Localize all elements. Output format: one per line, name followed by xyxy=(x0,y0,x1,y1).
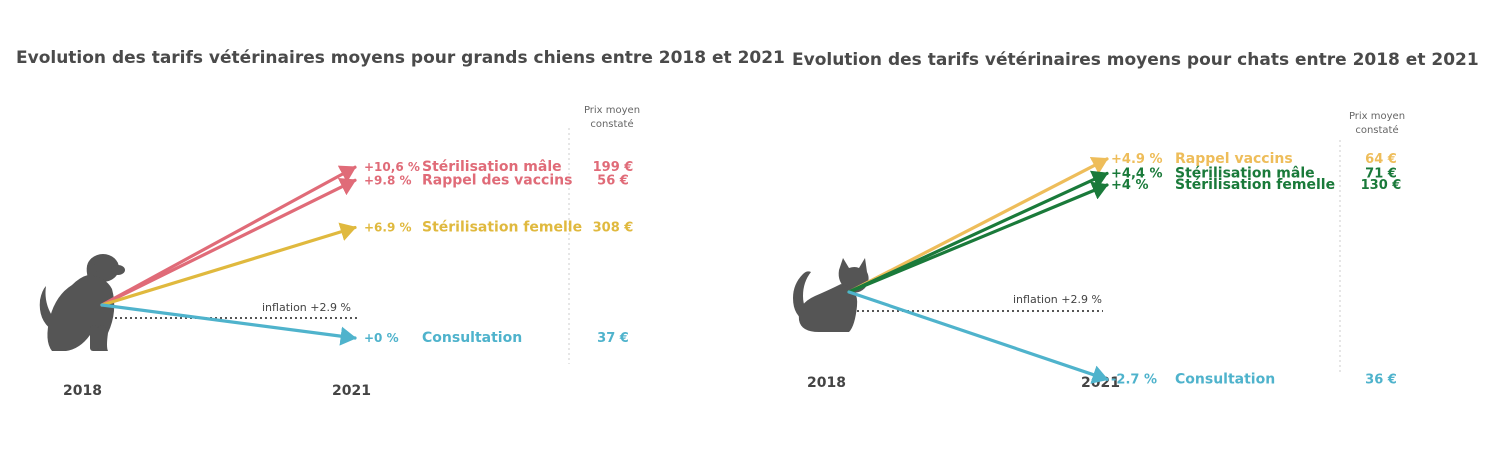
series-name: Stérilisation femelle xyxy=(1175,177,1335,193)
x-label-start: 2018 xyxy=(807,375,846,391)
x-label-start: 2018 xyxy=(63,383,102,399)
chart-title: Evolution des tarifs vétérinaires moyens… xyxy=(16,48,785,68)
price-header: Prix moyen constaté xyxy=(1337,110,1417,138)
price-header-line-2: constaté xyxy=(1355,125,1399,136)
price-value: 56 € xyxy=(597,173,629,188)
price-header-line-1: Prix moyen xyxy=(583,105,641,116)
cat-silhouette xyxy=(793,258,869,332)
series-name: Consultation xyxy=(422,330,522,346)
chart-panel-cats: Evolution des tarifs vétérinaires moyens… xyxy=(745,0,1489,463)
series-arrow xyxy=(847,181,1109,294)
series-arrow xyxy=(847,156,1109,294)
inflation-label: inflation +2.9 % xyxy=(1013,293,1102,306)
series-name: Consultation xyxy=(1175,371,1275,387)
price-value: 37 € xyxy=(597,331,629,346)
x-label-end: 2021 xyxy=(332,383,371,399)
price-value: 308 € xyxy=(593,221,634,236)
series-arrow xyxy=(847,290,1109,384)
price-value: 130 € xyxy=(1361,178,1402,193)
price-header: Prix moyen constaté xyxy=(572,104,652,132)
dog-silhouette xyxy=(39,254,125,351)
series-name: Rappel vaccins xyxy=(1175,151,1293,167)
change-label: +9.8 % xyxy=(364,173,412,187)
chart-title: Evolution des tarifs vétérinaires moyens… xyxy=(792,50,1479,70)
price-value: 199 € xyxy=(593,160,634,175)
chart-panel-dogs: Evolution des tarifs vétérinaires moyens… xyxy=(16,48,785,399)
series-name: Stérilisation femelle xyxy=(422,220,582,236)
series-arrow xyxy=(100,222,357,307)
change-label: +0 % xyxy=(364,331,399,345)
price-value: 64 € xyxy=(1365,152,1397,167)
inflation-label: inflation +2.9 % xyxy=(262,301,351,314)
series-name: Stérilisation mâle xyxy=(1175,165,1315,181)
price-value: 36 € xyxy=(1365,372,1397,387)
change-label: +6.9 % xyxy=(364,221,412,235)
price-value: 71 € xyxy=(1365,166,1397,181)
chart-canvas-cats: inflation +2.9 % +4.9 % Rappel vaccins 64 €… xyxy=(793,140,1402,387)
price-header-line-1: Prix moyen xyxy=(1348,111,1406,122)
series-arrow xyxy=(100,178,357,307)
change-label: -2.7 % xyxy=(1111,372,1157,387)
series-arrow xyxy=(847,170,1109,294)
series-name: Stérilisation mâle xyxy=(422,159,562,175)
change-label: +4.9 % xyxy=(1111,152,1162,167)
chart-canvas-dogs: inflation +2.9 % +10,6 % Stérilisation mâl… xyxy=(39,128,634,364)
change-label: +10,6 % xyxy=(364,160,420,174)
change-label: +4 % xyxy=(1111,178,1149,193)
price-header-line-2: constaté xyxy=(590,119,634,130)
series-arrow xyxy=(100,165,357,307)
change-label: +4,4 % xyxy=(1111,166,1162,181)
series-name: Rappel des vaccins xyxy=(422,172,572,188)
series-arrow xyxy=(100,303,357,346)
